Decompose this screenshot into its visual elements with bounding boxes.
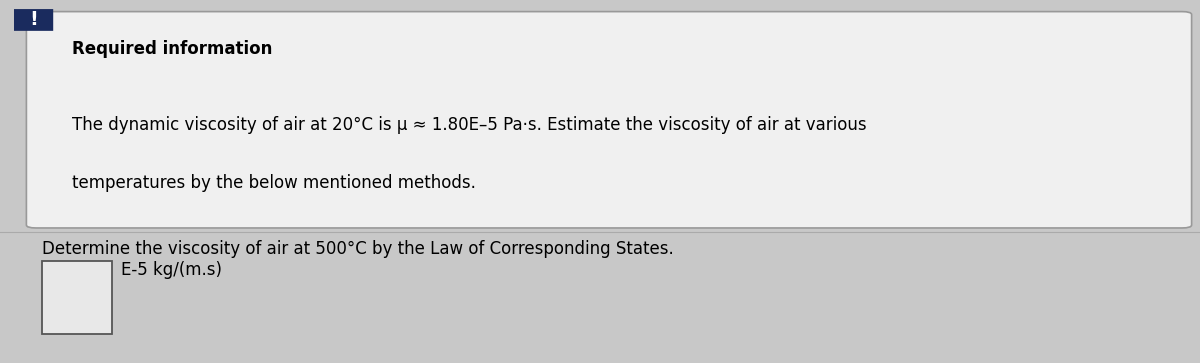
Text: temperatures by the below mentioned methods.: temperatures by the below mentioned meth… [72,174,476,192]
FancyBboxPatch shape [42,261,112,334]
FancyBboxPatch shape [26,12,1192,228]
Text: E-5 kg/(m.s): E-5 kg/(m.s) [121,261,222,280]
Text: The dynamic viscosity of air at 20°C is μ ≈ 1.80E–5 Pa·s. Estimate the viscosity: The dynamic viscosity of air at 20°C is … [72,116,866,134]
Text: !: ! [29,11,38,29]
FancyBboxPatch shape [14,9,53,31]
Text: Required information: Required information [72,40,272,58]
Text: Determine the viscosity of air at 500°C by the Law of Corresponding States.: Determine the viscosity of air at 500°C … [42,240,673,258]
